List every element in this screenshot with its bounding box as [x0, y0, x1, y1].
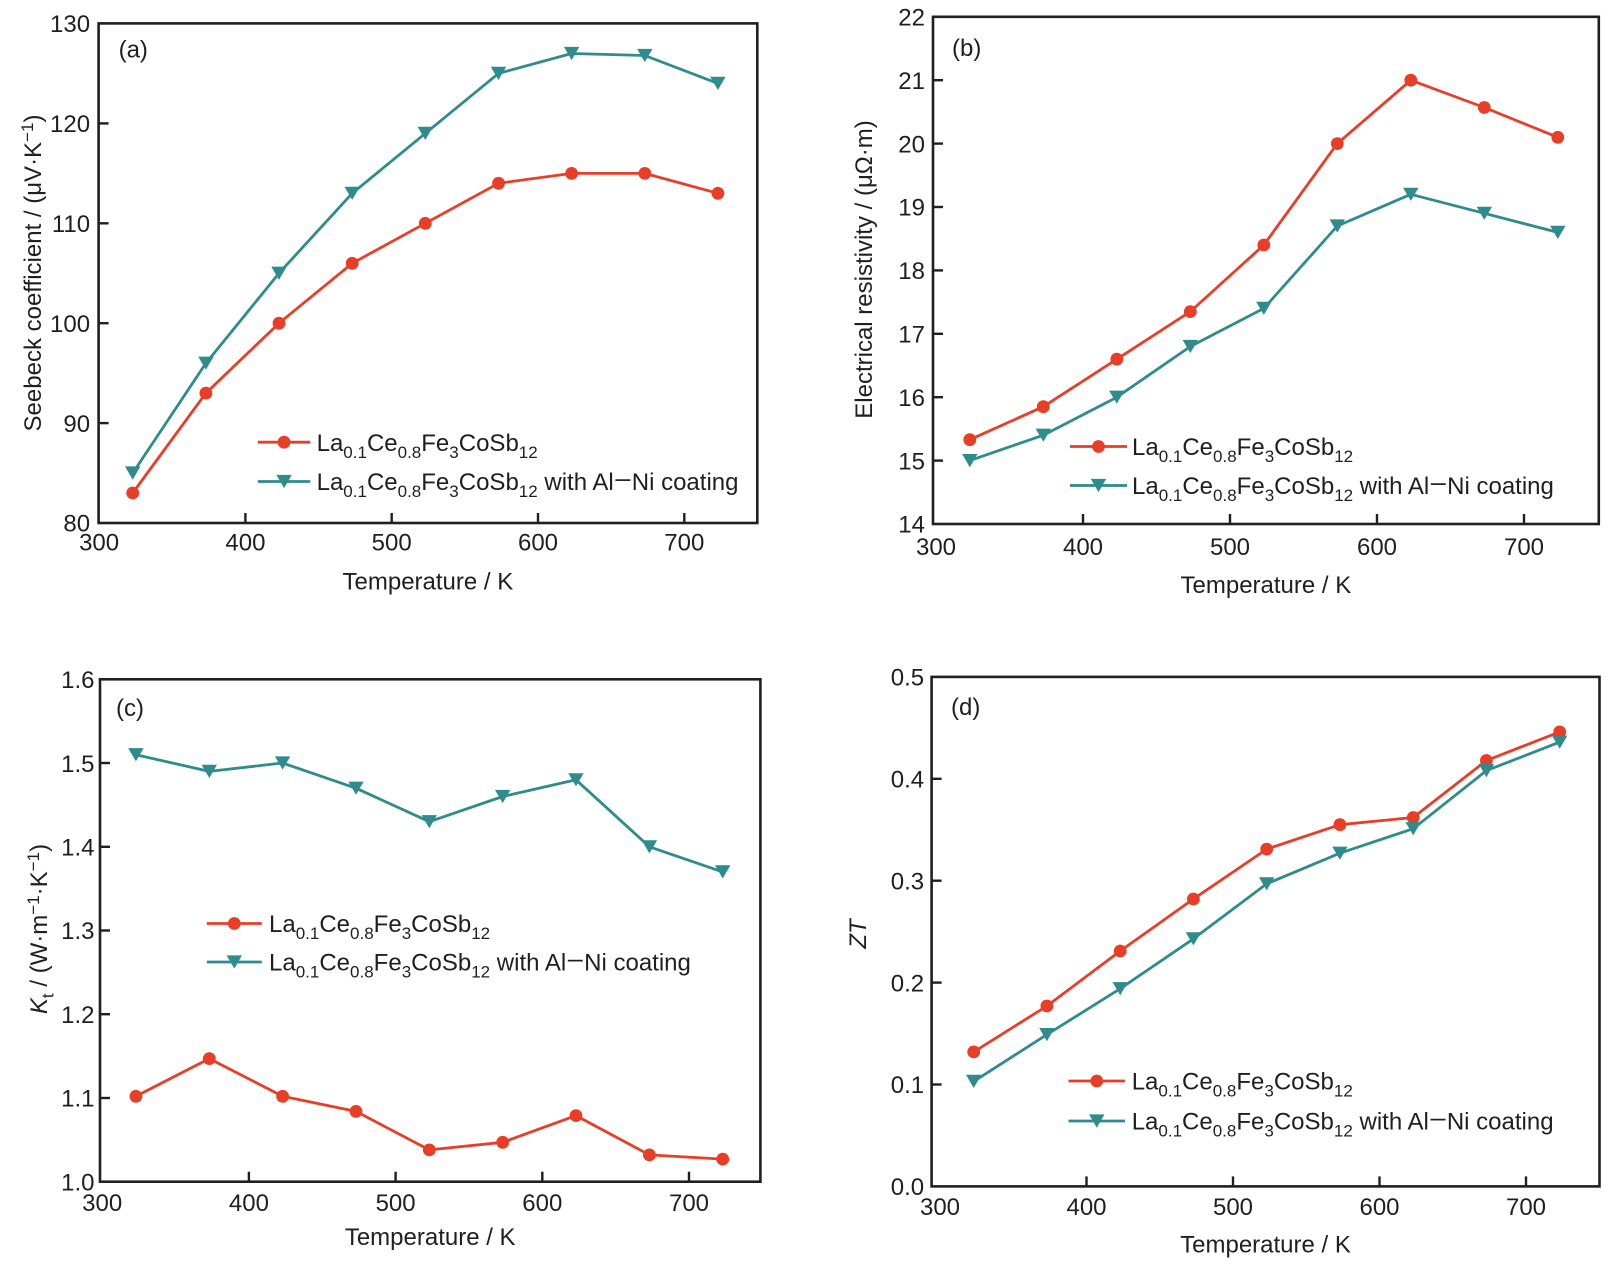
svg-text:1.0: 1.0	[61, 1169, 94, 1196]
svg-text:ZT: ZT	[845, 917, 872, 950]
svg-text:15: 15	[898, 448, 925, 475]
svg-text:0.0: 0.0	[891, 1174, 924, 1201]
svg-text:La0.1Ce0.8Fe3CoSb12: La0.1Ce0.8Fe3CoSb12	[1132, 434, 1353, 466]
svg-text:600: 600	[1359, 1194, 1399, 1221]
svg-text:130: 130	[50, 11, 90, 38]
svg-text:0.5: 0.5	[891, 665, 924, 692]
svg-text:16: 16	[898, 385, 925, 412]
svg-text:300: 300	[82, 1190, 122, 1217]
svg-text:1.4: 1.4	[61, 835, 94, 862]
svg-text:600: 600	[522, 1190, 562, 1217]
svg-text:Electrical resistivity / (μΩ·m: Electrical resistivity / (μΩ·m)	[851, 120, 878, 418]
svg-text:(a): (a)	[119, 37, 148, 64]
svg-text:1.6: 1.6	[61, 667, 94, 694]
svg-text:19: 19	[898, 195, 925, 222]
svg-text:90: 90	[63, 411, 90, 438]
svg-text:1.1: 1.1	[61, 1086, 94, 1113]
svg-text:0.4: 0.4	[891, 767, 924, 794]
svg-text:700: 700	[1506, 1194, 1546, 1221]
svg-text:400: 400	[225, 529, 265, 556]
svg-text:100: 100	[50, 311, 90, 338]
svg-text:18: 18	[898, 258, 925, 285]
svg-text:0.1: 0.1	[891, 1072, 924, 1099]
svg-text:0.3: 0.3	[891, 868, 924, 895]
svg-text:22: 22	[898, 5, 925, 32]
svg-text:Kt / (W·m−1·K−1): Kt / (W·m−1·K−1)	[24, 844, 58, 1014]
svg-text:(d): (d)	[951, 694, 980, 721]
svg-text:0.2: 0.2	[891, 970, 924, 997]
svg-text:600: 600	[518, 529, 558, 556]
svg-text:Temperature / K: Temperature / K	[345, 1224, 516, 1251]
svg-text:La0.1Ce0.8Fe3CoSb12: La0.1Ce0.8Fe3CoSb12	[269, 911, 490, 943]
svg-text:Seebeck coefficient / (μV·K−1): Seebeck coefficient / (μV·K−1)	[18, 115, 47, 432]
svg-text:14: 14	[898, 512, 925, 539]
svg-text:300: 300	[79, 529, 119, 556]
svg-text:600: 600	[1357, 534, 1397, 561]
svg-text:500: 500	[1213, 1194, 1253, 1221]
svg-text:110: 110	[52, 211, 90, 238]
svg-text:20: 20	[898, 131, 925, 158]
svg-text:21: 21	[898, 68, 925, 95]
svg-text:400: 400	[229, 1190, 269, 1217]
svg-text:Temperature / K: Temperature / K	[1181, 572, 1352, 599]
svg-text:La0.1Ce0.8Fe3CoSb12 with Al−Ni: La0.1Ce0.8Fe3CoSb12 with Al−Ni coating	[269, 948, 691, 982]
svg-text:80: 80	[63, 511, 90, 538]
svg-text:300: 300	[920, 1194, 960, 1221]
svg-text:(b): (b)	[952, 35, 981, 62]
svg-text:500: 500	[376, 1190, 416, 1217]
svg-text:Temperature / K: Temperature / K	[1180, 1232, 1351, 1259]
svg-text:700: 700	[664, 529, 704, 556]
svg-text:(c): (c)	[116, 695, 144, 722]
svg-text:700: 700	[669, 1190, 709, 1217]
svg-text:700: 700	[1504, 534, 1544, 561]
svg-text:300: 300	[916, 534, 956, 561]
svg-text:Temperature / K: Temperature / K	[343, 569, 514, 596]
svg-text:500: 500	[372, 529, 412, 556]
svg-text:La0.1Ce0.8Fe3CoSb12 with Al−Ni: La0.1Ce0.8Fe3CoSb12 with Al−Ni coating	[1132, 1107, 1554, 1141]
svg-text:120: 120	[50, 111, 90, 138]
svg-text:17: 17	[898, 322, 925, 349]
svg-text:1.5: 1.5	[61, 751, 94, 778]
svg-text:400: 400	[1063, 534, 1103, 561]
svg-text:500: 500	[1210, 534, 1250, 561]
svg-text:1.3: 1.3	[61, 918, 94, 945]
svg-text:400: 400	[1066, 1194, 1106, 1221]
svg-text:1.2: 1.2	[61, 1002, 94, 1029]
